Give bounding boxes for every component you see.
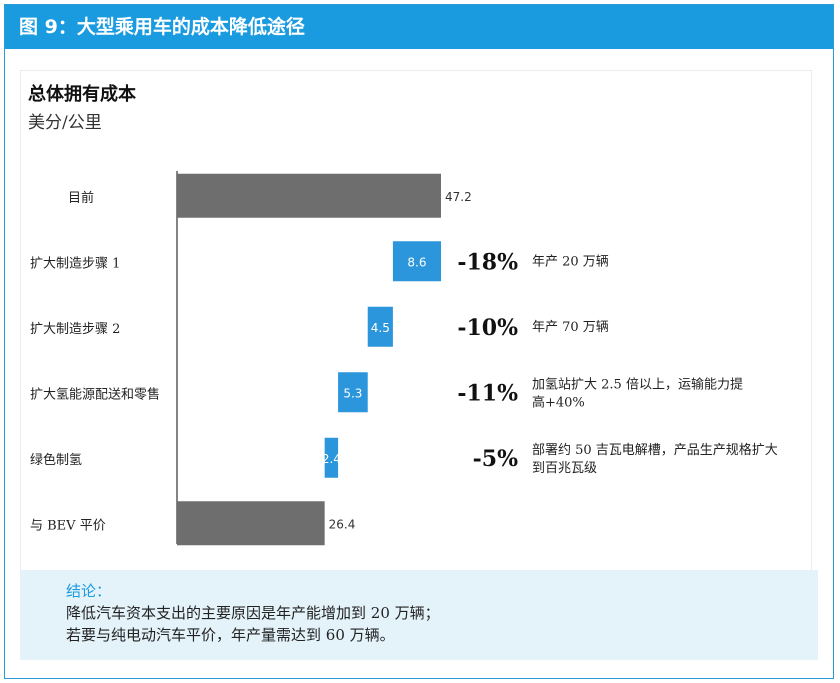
chart-title: 总体拥有成本	[28, 84, 136, 105]
bar	[324, 437, 339, 478]
bar-value-label: 26.4	[329, 517, 356, 531]
category-label: 绿色制氢	[30, 452, 82, 468]
bar-value-label: 8.6	[407, 255, 426, 269]
bar	[177, 501, 325, 546]
bar	[392, 241, 441, 282]
percent-label: -10%	[457, 315, 518, 341]
category-label: 扩大制造步骤 2	[30, 322, 120, 337]
category-label: 与 BEV 平价	[30, 518, 106, 533]
bar	[338, 372, 368, 413]
percent-label: -11%	[457, 380, 518, 406]
annotation-text: 到百兆瓦级	[532, 461, 597, 476]
conclusion-title: 结论：	[66, 582, 112, 600]
category-label: 目前	[68, 190, 94, 206]
annotation-text: 部署约 50 吉瓦电解槽，产品生产规格扩大	[532, 442, 778, 458]
percent-label: -5%	[473, 446, 518, 472]
bar-value-label: 4.5	[371, 321, 390, 335]
conclusion-box: 结论： 降低汽车资本支出的主要原因是年产能增加到 20 万辆； 若要与纯电动汽车…	[20, 570, 818, 660]
category-label: 扩大制造步骤 1	[30, 256, 120, 271]
conclusion-line-2: 若要与纯电动汽车平价，年产量需达到 60 万辆。	[66, 626, 395, 644]
figure-header: 图 9：大型乘用车的成本降低途径	[5, 5, 833, 49]
bar-value-label: 5.3	[343, 386, 362, 400]
annotation-text: 年产 70 万辆	[532, 320, 609, 335]
conclusion-line-1: 降低汽车资本支出的主要原因是年产能增加到 20 万辆；	[66, 604, 440, 622]
annotation-text: 年产 20 万辆	[532, 254, 609, 269]
annotation-text: 加氢站扩大 2.5 倍以上，运输能力提	[532, 376, 743, 392]
bar	[367, 306, 393, 347]
bar-value-label: 2.4	[322, 452, 341, 466]
category-label: 扩大氢能源配送和零售	[30, 386, 160, 402]
annotation-text: 高+40%	[532, 394, 585, 410]
chart-panel	[20, 70, 812, 652]
percent-label: -18%	[457, 249, 518, 275]
bar-value-label: 47.2	[445, 190, 472, 204]
chart-unit: 美分/公里	[28, 113, 102, 133]
bar	[177, 173, 441, 218]
